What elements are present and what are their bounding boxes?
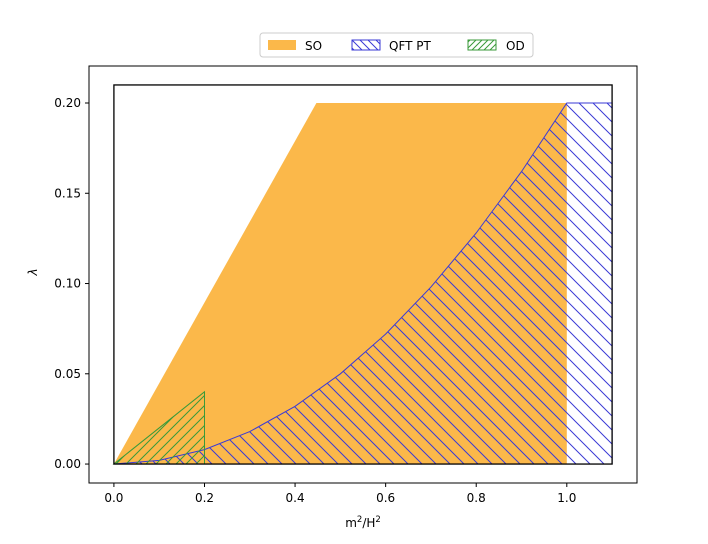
y-tick-label: 0.15 (54, 186, 81, 200)
legend-label-so: SO (305, 39, 322, 53)
legend-swatch-so (268, 40, 296, 50)
series-layer (112, 102, 613, 465)
plot-area (88, 65, 638, 484)
x-axis-ticks: 0.0 0.2 0.4 0.6 0.8 1.0 (104, 483, 576, 505)
y-tick-label: 0.20 (54, 96, 81, 110)
axes-frame (88, 65, 638, 484)
y-tick-label: 0.00 (54, 457, 81, 471)
series-area-qft-pt (113, 102, 613, 465)
x-tick-label: 0.4 (286, 491, 305, 505)
x-tick-label: 0.0 (104, 491, 123, 505)
legend-item-od: OD (467, 39, 525, 53)
legend-item-so: SO (268, 39, 322, 53)
legend-box (259, 32, 534, 58)
y-axis-ticks: 0.00 0.05 0.10 0.15 0.20 (54, 96, 89, 471)
legend-swatch-od (467, 39, 497, 51)
y-tick-label: 0.05 (54, 367, 81, 381)
x-tick-label: 0.8 (467, 491, 486, 505)
legend-label-od: OD (506, 39, 525, 53)
y-tick-label: 0.10 (54, 277, 81, 291)
x-axis-label: m2/H2 (345, 515, 381, 530)
legend: SO QFT PT OD (259, 32, 534, 58)
x-tick-label: 0.2 (195, 491, 214, 505)
legend-item-qft-pt: QFT PT (351, 39, 432, 53)
legend-label-qft-pt: QFT PT (389, 39, 432, 53)
x-tick-label: 1.0 (557, 491, 576, 505)
legend-swatch-qft-pt (351, 39, 381, 51)
frame-box (113, 84, 613, 465)
y-axis-label: λ (26, 268, 40, 276)
x-tick-label: 0.6 (376, 491, 395, 505)
